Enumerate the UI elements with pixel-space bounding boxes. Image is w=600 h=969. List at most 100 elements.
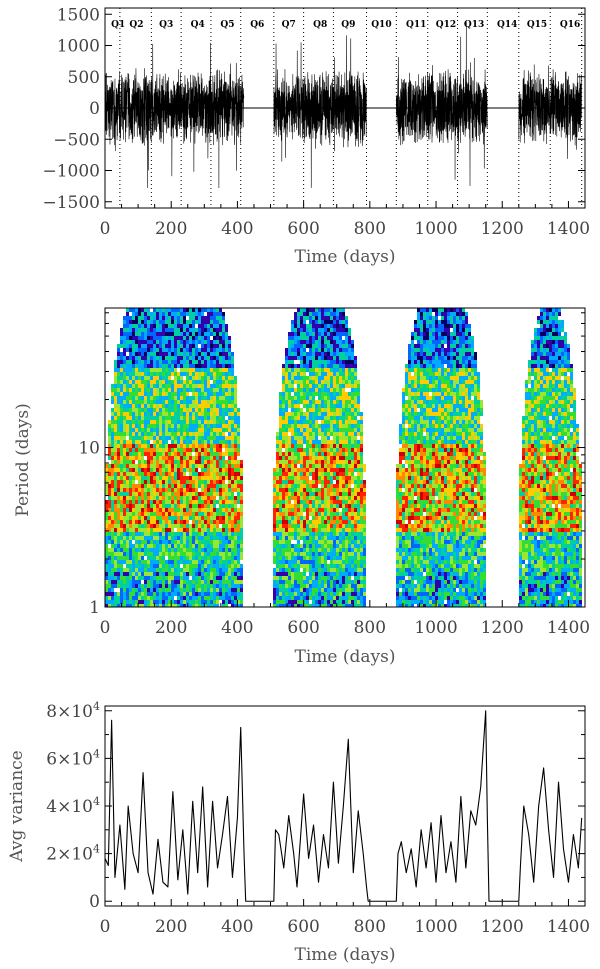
wavelet-cell — [207, 568, 210, 572]
wavelet-cell — [153, 416, 156, 420]
wavelet-cell — [306, 568, 309, 572]
wavelet-cell — [177, 416, 180, 420]
wavelet-cell — [234, 384, 237, 388]
wavelet-cell — [309, 512, 312, 516]
wavelet-cell — [186, 456, 189, 460]
wavelet-cell — [180, 580, 183, 584]
wavelet-cell — [201, 464, 204, 468]
wavelet-cell — [177, 308, 180, 312]
wavelet-cell — [171, 308, 174, 312]
wavelet-cell — [303, 572, 306, 576]
wavelet-cell — [273, 580, 276, 584]
wavelet-cell — [177, 420, 180, 424]
wavelet-cell — [159, 572, 162, 576]
wavelet-cell — [192, 576, 195, 580]
wavelet-cell — [186, 448, 189, 452]
wavelet-cell — [342, 504, 345, 508]
wavelet-cell — [177, 504, 180, 508]
wavelet-cell — [138, 344, 141, 348]
wavelet-cell — [117, 512, 120, 516]
wavelet-cell — [327, 428, 330, 432]
wavelet-cell — [216, 576, 219, 580]
wavelet-cell — [234, 564, 237, 568]
wavelet-cell — [186, 524, 189, 528]
wavelet-cell — [165, 408, 168, 412]
wavelet-cell — [291, 324, 294, 328]
wavelet-cell — [129, 412, 132, 416]
quarter-label: Q6 — [250, 20, 264, 30]
wavelet-cell — [318, 312, 321, 316]
wavelet-cell — [153, 572, 156, 576]
wavelet-cell — [213, 380, 216, 384]
wavelet-cell — [150, 460, 153, 464]
wavelet-cell — [123, 328, 126, 332]
wavelet-cell — [144, 424, 147, 428]
wavelet-cell — [303, 400, 306, 404]
wavelet-cell — [210, 444, 213, 448]
wavelet-cell — [318, 356, 321, 360]
wavelet-cell — [333, 356, 336, 360]
wavelet-cell — [306, 600, 309, 604]
wavelet-cell — [141, 488, 144, 492]
wavelet-cell — [159, 308, 162, 312]
wavelet-cell — [123, 508, 126, 512]
wavelet-cell — [144, 484, 147, 488]
wavelet-cell — [333, 428, 336, 432]
wavelet-cell — [174, 324, 177, 328]
wavelet-cell — [222, 544, 225, 548]
wavelet-cell — [225, 592, 228, 596]
wavelet-cell — [141, 604, 144, 607]
wavelet-cell — [210, 580, 213, 584]
wavelet-cell — [213, 532, 216, 536]
wavelet-cell — [192, 592, 195, 596]
wavelet-cell — [147, 316, 150, 320]
wavelet-cell — [111, 600, 114, 604]
wavelet-cell — [156, 388, 159, 392]
wavelet-cell — [150, 420, 153, 424]
wavelet-cell — [141, 512, 144, 516]
wavelet-cell — [201, 564, 204, 568]
wavelet-cell — [297, 404, 300, 408]
wavelet-cell — [234, 388, 237, 392]
wavelet-cell — [294, 504, 297, 508]
wavelet-cell — [327, 440, 330, 444]
wavelet-cell — [219, 440, 222, 444]
wavelet-cell — [177, 472, 180, 476]
wavelet-cell — [339, 536, 342, 540]
wavelet-cell — [225, 576, 228, 580]
wavelet-cell — [189, 344, 192, 348]
wavelet-cell — [138, 496, 141, 500]
wavelet-cell — [183, 464, 186, 468]
wavelet-cell — [234, 432, 237, 436]
wavelet-cell — [147, 320, 150, 324]
wavelet-cell — [210, 320, 213, 324]
wavelet-cell — [198, 544, 201, 548]
wavelet-cell — [123, 500, 126, 504]
wavelet-cell — [294, 588, 297, 592]
wavelet-cell — [183, 444, 186, 448]
wavelet-cell — [336, 336, 339, 340]
wavelet-cell — [330, 448, 333, 452]
wavelet-cell — [315, 600, 318, 604]
wavelet-cell — [219, 572, 222, 576]
wavelet-cell — [225, 456, 228, 460]
wavelet-cell — [192, 436, 195, 440]
wavelet-cell — [192, 480, 195, 484]
wavelet-cell — [282, 480, 285, 484]
wavelet-cell — [219, 516, 222, 520]
wavelet-cell — [228, 600, 231, 604]
wavelet-cell — [324, 396, 327, 400]
wavelet-cell — [234, 560, 237, 564]
wavelet-cell — [333, 440, 336, 444]
wavelet-cell — [210, 548, 213, 552]
wavelet-cell — [312, 428, 315, 432]
wavelet-cell — [333, 504, 336, 508]
wavelet-cell — [291, 420, 294, 424]
wavelet-cell — [141, 556, 144, 560]
wavelet-cell — [327, 500, 330, 504]
wavelet-cell — [336, 380, 339, 384]
wavelet-cell — [237, 604, 240, 607]
wavelet-cell — [213, 396, 216, 400]
wavelet-cell — [306, 604, 309, 607]
wavelet-cell — [168, 436, 171, 440]
